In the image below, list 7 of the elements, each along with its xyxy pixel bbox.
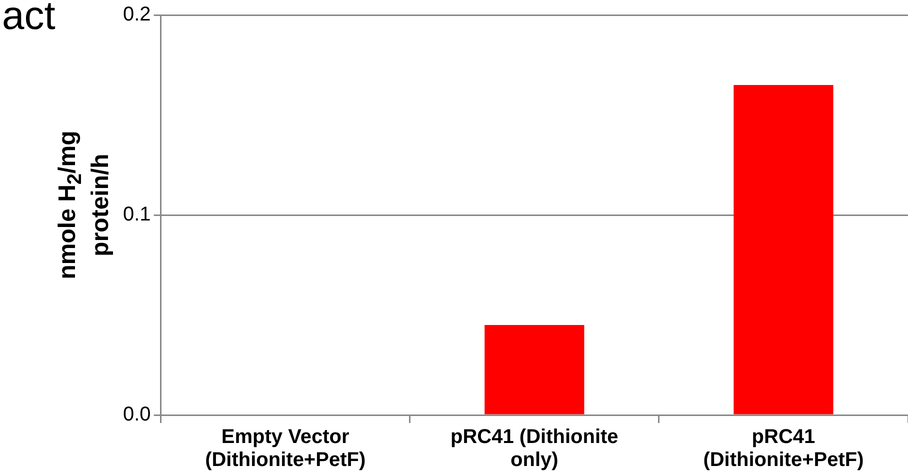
text: act [2, 0, 56, 39]
y-tick-label: 0.0 [122, 404, 151, 426]
y-tick-label: 0.1 [122, 204, 151, 226]
y-tick-label: 0.2 [122, 4, 151, 26]
x-tick-label: pRC41 (Dithionite only) [450, 426, 618, 472]
x-tick-label: Empty Vector (Dithionite+PetF) [205, 426, 366, 472]
x-tick-label: pRC41 (Dithionite+PetF) [703, 426, 864, 472]
